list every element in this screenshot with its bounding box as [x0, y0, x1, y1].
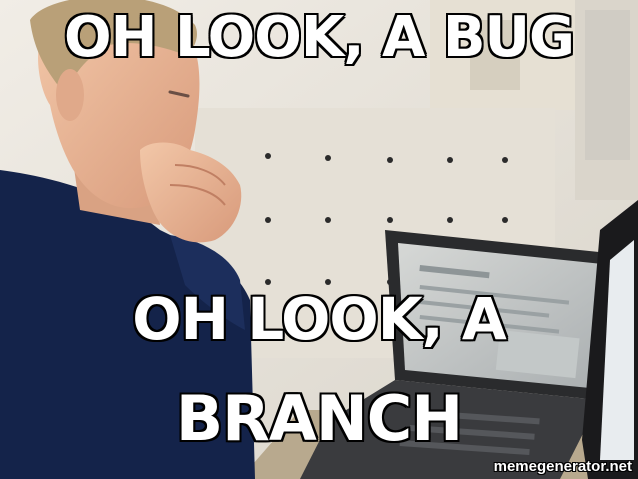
watermark: memegenerator.net: [493, 458, 632, 475]
meme-top-caption: OH LOOK, A BUG: [63, 5, 576, 70]
laptop: [300, 230, 628, 479]
meme-bottom-caption-line1: OH LOOK, A: [131, 285, 508, 353]
person-hand: [140, 142, 242, 243]
meme-bottom-caption-line2: BRANCH: [175, 382, 464, 455]
